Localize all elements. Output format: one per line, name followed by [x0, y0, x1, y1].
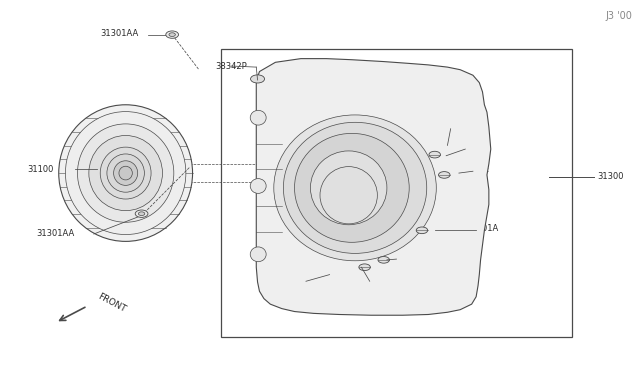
Ellipse shape	[294, 134, 409, 242]
Ellipse shape	[114, 161, 138, 185]
Bar	[221, 49, 572, 337]
Text: 31328E: 31328E	[438, 121, 470, 129]
Ellipse shape	[250, 179, 266, 193]
Circle shape	[138, 212, 145, 215]
Text: 31301AA: 31301AA	[36, 230, 75, 238]
Circle shape	[416, 227, 428, 234]
Polygon shape	[256, 59, 491, 315]
Text: 31328E: 31328E	[457, 165, 489, 174]
Circle shape	[166, 31, 179, 38]
Ellipse shape	[250, 247, 266, 262]
Ellipse shape	[107, 154, 145, 192]
Circle shape	[359, 264, 371, 270]
Ellipse shape	[65, 112, 186, 235]
Ellipse shape	[274, 115, 436, 261]
Circle shape	[169, 33, 175, 36]
Text: 31301AA: 31301AA	[100, 29, 138, 38]
Text: 38342P: 38342P	[215, 61, 246, 71]
Ellipse shape	[59, 105, 193, 241]
Ellipse shape	[100, 147, 151, 199]
Ellipse shape	[77, 124, 174, 222]
Text: 31301A: 31301A	[451, 143, 483, 152]
Text: 31300: 31300	[597, 172, 624, 181]
Text: 31100: 31100	[28, 165, 54, 174]
Ellipse shape	[119, 166, 132, 180]
Text: 31328E: 31328E	[384, 253, 415, 263]
Ellipse shape	[89, 135, 163, 211]
Text: 31301A: 31301A	[368, 276, 400, 285]
Circle shape	[438, 171, 450, 178]
Text: J3 '00: J3 '00	[605, 11, 632, 21]
Circle shape	[250, 75, 264, 83]
Ellipse shape	[310, 151, 387, 225]
Text: FRONT: FRONT	[96, 292, 127, 315]
Circle shape	[135, 210, 148, 217]
Ellipse shape	[250, 110, 266, 125]
Circle shape	[429, 151, 440, 158]
Text: 31301A: 31301A	[467, 224, 499, 233]
Circle shape	[378, 257, 390, 263]
Ellipse shape	[284, 122, 427, 253]
Text: 31328: 31328	[301, 276, 328, 285]
